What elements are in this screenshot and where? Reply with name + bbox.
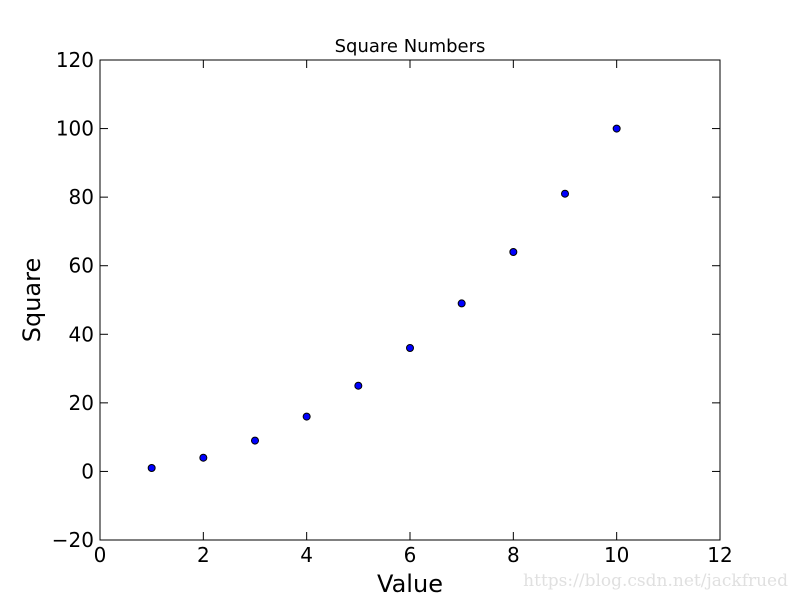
y-tick-label: 120 (56, 48, 94, 72)
x-tick-label: 10 (604, 543, 629, 567)
data-points (147, 124, 621, 472)
data-point (612, 124, 621, 133)
x-tick-label: 12 (707, 543, 732, 567)
plot-area-frame (99, 59, 721, 541)
data-point (406, 344, 414, 352)
y-tick-label: 80 (69, 185, 94, 209)
data-point (561, 189, 569, 198)
x-tick-label: 2 (197, 543, 210, 567)
x-tick-label: 8 (507, 543, 520, 567)
x-axis-label: Value (377, 570, 443, 598)
data-point (354, 381, 363, 390)
y-tick-label: 60 (69, 254, 94, 278)
x-tick-label: 4 (300, 543, 313, 567)
data-point (199, 453, 208, 462)
data-point (302, 412, 311, 421)
y-tick-label: −20 (52, 528, 94, 552)
y-tick-label: 100 (56, 117, 94, 141)
x-tick-label: 0 (94, 543, 107, 567)
watermark: https://blog.csdn.net/jackfrued (523, 571, 788, 591)
y-tick-label: 0 (81, 459, 94, 483)
x-tick-label: 6 (404, 543, 417, 567)
data-point (457, 299, 466, 308)
y-tick-label: 40 (69, 322, 94, 346)
data-point (147, 464, 156, 472)
y-tick-label: 20 (69, 391, 94, 415)
data-point (509, 248, 518, 256)
y-axis-label: Square (18, 258, 46, 343)
data-point (251, 436, 259, 445)
chart-title: Square Numbers (335, 36, 486, 57)
